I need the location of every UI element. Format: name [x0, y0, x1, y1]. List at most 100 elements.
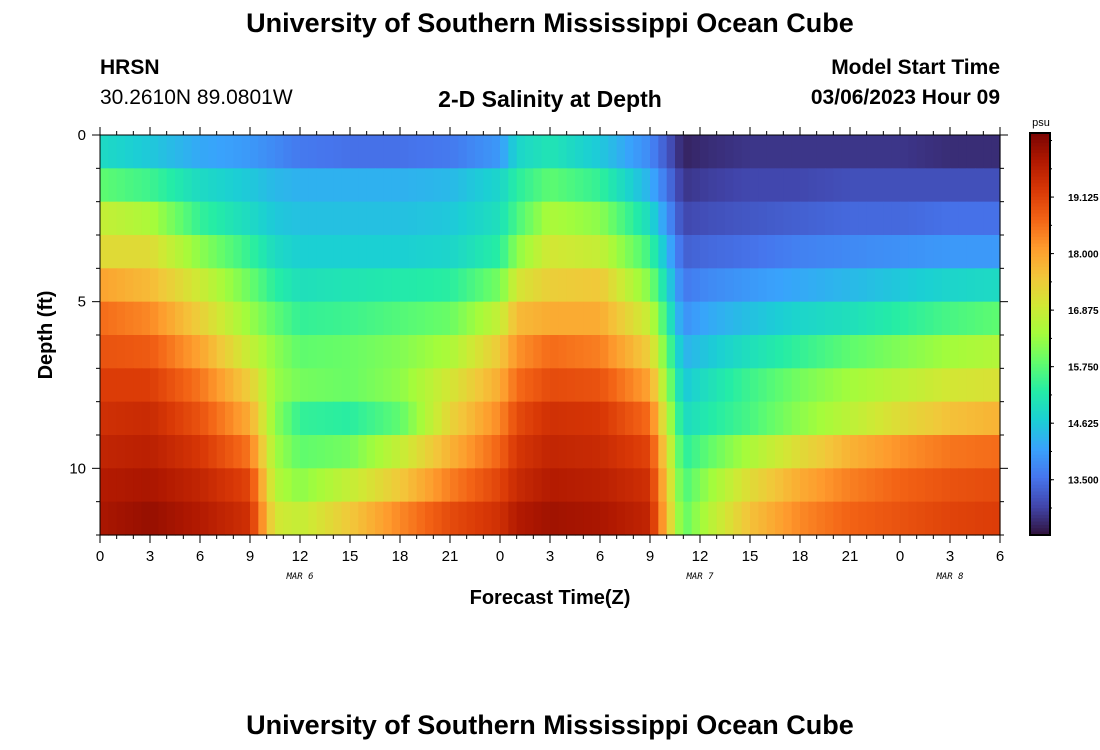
colorbar-segment: [1030, 186, 1050, 191]
heatmap-cell: [708, 301, 718, 336]
heatmap-cell: [291, 368, 301, 403]
heatmap-cell: [800, 135, 809, 169]
heatmap-cell: [500, 235, 509, 269]
heatmap-cell: [925, 301, 934, 336]
heatmap-cell: [858, 501, 868, 536]
heatmap-cell: [266, 401, 276, 436]
heatmap-cell: [583, 301, 593, 336]
heatmap-cell: [233, 268, 243, 303]
heatmap-cell: [983, 168, 993, 203]
heatmap-cell: [150, 335, 159, 369]
heatmap-cell: [750, 368, 759, 403]
heatmap-cell: [258, 168, 268, 203]
heatmap-cell: [866, 168, 876, 203]
heatmap-cell: [366, 301, 376, 336]
x-tick-label: 12: [292, 548, 309, 565]
heatmap-cell: [308, 168, 318, 203]
heatmap-cell: [983, 368, 993, 403]
heatmap-cell: [966, 268, 976, 303]
heatmap-cell: [625, 401, 634, 436]
heatmap-cell: [275, 135, 284, 169]
heatmap-cell: [233, 235, 243, 269]
heatmap-cell: [908, 368, 918, 403]
heatmap-cell: [675, 435, 684, 469]
heatmap-cell: [108, 268, 118, 303]
heatmap-cell: [458, 301, 468, 336]
heatmap-cell: [166, 435, 176, 469]
heatmap-cell: [258, 235, 268, 269]
heatmap-cell: [341, 335, 351, 369]
heatmap-cell: [166, 401, 176, 436]
colorbar-segment: [1030, 317, 1050, 322]
heatmap-cell: [966, 168, 976, 203]
heatmap-cell: [691, 268, 701, 303]
heatmap-cell: [533, 301, 543, 336]
heatmap-cell: [783, 135, 793, 169]
heatmap-cell: [600, 168, 609, 203]
heatmap-cell: [283, 401, 293, 436]
heatmap-cell: [275, 401, 284, 436]
colorbar-segment: [1030, 518, 1050, 523]
heatmap-cell: [475, 435, 484, 469]
heatmap-cell: [175, 235, 184, 269]
heatmap-cell: [850, 235, 859, 269]
heatmap-cell: [308, 135, 318, 169]
heatmap-cell: [333, 301, 343, 336]
heatmap-cell: [833, 135, 843, 169]
heatmap-cell: [908, 335, 918, 369]
heatmap-cell: [216, 468, 226, 503]
heatmap-cell: [191, 268, 201, 303]
colorbar-segment: [1030, 354, 1050, 359]
heatmap-cell: [283, 168, 293, 203]
colorbar-segment: [1030, 501, 1050, 506]
heatmap-cell: [750, 201, 759, 236]
heatmap-cell: [166, 168, 176, 203]
x-tick-label: 6: [196, 548, 204, 565]
heatmap-cell: [508, 401, 518, 436]
heatmap-cell: [558, 501, 568, 536]
heatmap-cell: [250, 468, 259, 503]
page-title: University of Southern Mississippi Ocean…: [246, 8, 854, 38]
x-axis: 0 3 6 9 12 15 18 21 0 3 6 9 12 15 18 21 0 3 6 MAR 6 MAR 7 MAR…: [96, 127, 1004, 582]
heatmap-cell: [491, 235, 501, 269]
heatmap-cell: [975, 135, 984, 169]
heatmap-cell: [225, 368, 234, 403]
heatmap-cell: [750, 235, 759, 269]
heatmap-cell: [441, 335, 451, 369]
heatmap-cell: [383, 168, 393, 203]
x-tick-label: 0: [496, 548, 504, 565]
heatmap-cell: [533, 501, 543, 536]
heatmap-cell: [100, 268, 109, 303]
heatmap-cell: [433, 435, 443, 469]
heatmap-cell: [933, 168, 943, 203]
heatmap-cell: [908, 235, 918, 269]
heatmap-cell: [525, 268, 534, 303]
heatmap-cell: [391, 435, 401, 469]
colorbar-segment: [1030, 347, 1050, 352]
heatmap-cell: [416, 168, 426, 203]
heatmap-cell: [416, 335, 426, 369]
heatmap-cell: [525, 335, 534, 369]
heatmap-cell: [633, 335, 643, 369]
heatmap-cell: [758, 135, 768, 169]
heatmap-cell: [850, 168, 859, 203]
heatmap-cell: [325, 168, 334, 203]
heatmap-cell: [866, 301, 876, 336]
heatmap-cell: [408, 268, 418, 303]
heatmap-cell: [166, 335, 176, 369]
heatmap-cell: [525, 435, 534, 469]
heatmap-cell: [641, 301, 651, 336]
heatmap-cell: [300, 468, 309, 503]
heatmap-cell: [775, 135, 784, 169]
heatmap-cell: [241, 268, 251, 303]
heatmap-cell: [533, 201, 543, 236]
heatmap-cell: [716, 301, 726, 336]
heatmap-cell: [841, 268, 851, 303]
heatmap-cell: [933, 268, 943, 303]
heatmap-cell: [408, 468, 418, 503]
heatmap-cell: [875, 268, 884, 303]
heatmap-cell: [333, 468, 343, 503]
heatmap-cell: [875, 201, 884, 236]
heatmap-cell: [566, 468, 576, 503]
